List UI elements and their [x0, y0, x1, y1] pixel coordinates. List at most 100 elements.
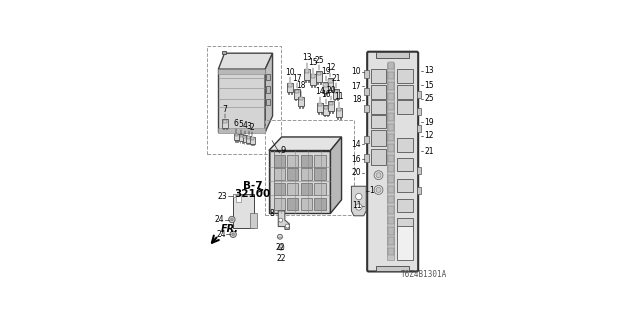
- Bar: [388, 72, 394, 79]
- Bar: [274, 183, 285, 195]
- Text: 14: 14: [351, 140, 361, 149]
- Circle shape: [374, 171, 383, 180]
- Bar: [364, 88, 369, 95]
- Bar: [397, 85, 413, 99]
- Circle shape: [279, 218, 283, 222]
- Text: 7: 7: [223, 105, 227, 114]
- Bar: [388, 217, 394, 224]
- Bar: [298, 99, 299, 100]
- Bar: [326, 93, 328, 95]
- Bar: [240, 141, 241, 143]
- Bar: [388, 155, 394, 162]
- Text: T6Z4B1301A: T6Z4B1301A: [401, 270, 447, 279]
- Bar: [388, 175, 394, 183]
- Bar: [397, 198, 413, 212]
- Circle shape: [356, 193, 362, 200]
- Bar: [235, 134, 238, 136]
- Bar: [388, 134, 394, 141]
- Bar: [388, 227, 394, 235]
- Bar: [376, 266, 410, 271]
- Bar: [295, 90, 299, 93]
- Text: FR.: FR.: [221, 224, 239, 234]
- Text: 17: 17: [292, 74, 302, 83]
- Bar: [388, 248, 394, 255]
- Text: 25: 25: [424, 94, 434, 103]
- Bar: [397, 138, 413, 152]
- Bar: [417, 167, 420, 174]
- Text: 22: 22: [275, 243, 285, 252]
- Bar: [397, 69, 413, 83]
- Bar: [417, 187, 420, 194]
- Text: 19: 19: [424, 118, 434, 127]
- Bar: [242, 141, 243, 143]
- Text: 24: 24: [215, 215, 225, 224]
- Circle shape: [278, 234, 282, 239]
- Bar: [388, 61, 394, 69]
- Bar: [388, 206, 394, 214]
- Bar: [364, 70, 369, 78]
- Circle shape: [374, 186, 383, 194]
- Bar: [299, 106, 300, 108]
- Text: 15: 15: [424, 81, 434, 90]
- Text: B-7: B-7: [243, 181, 262, 191]
- Bar: [301, 168, 312, 180]
- Bar: [266, 86, 270, 92]
- Bar: [311, 84, 312, 87]
- Bar: [239, 134, 243, 141]
- Text: 19: 19: [321, 67, 330, 76]
- Bar: [314, 183, 326, 195]
- Bar: [318, 103, 322, 107]
- Bar: [320, 82, 321, 84]
- Bar: [246, 136, 251, 143]
- Bar: [317, 72, 321, 76]
- Bar: [222, 119, 228, 128]
- Bar: [397, 100, 413, 114]
- Bar: [287, 198, 298, 210]
- Bar: [337, 99, 338, 100]
- Bar: [314, 198, 326, 210]
- Text: 11: 11: [352, 202, 361, 211]
- Bar: [334, 99, 335, 100]
- Bar: [314, 84, 315, 87]
- Bar: [323, 83, 328, 87]
- Bar: [314, 168, 326, 180]
- Bar: [364, 105, 369, 112]
- Bar: [310, 74, 316, 84]
- Bar: [311, 74, 316, 78]
- Bar: [388, 113, 394, 121]
- Bar: [251, 137, 254, 140]
- Bar: [253, 144, 254, 145]
- Bar: [397, 226, 413, 260]
- Polygon shape: [221, 51, 226, 54]
- Bar: [332, 111, 333, 113]
- Polygon shape: [351, 186, 366, 216]
- Bar: [417, 91, 420, 98]
- Bar: [235, 140, 236, 142]
- Bar: [388, 165, 394, 172]
- Text: 17: 17: [351, 82, 361, 91]
- Circle shape: [376, 173, 381, 178]
- Text: 13: 13: [302, 53, 312, 62]
- Bar: [371, 149, 386, 165]
- Bar: [288, 84, 292, 87]
- Bar: [417, 125, 420, 132]
- Text: 3: 3: [246, 122, 251, 131]
- Bar: [305, 80, 306, 82]
- Bar: [387, 63, 394, 260]
- Bar: [251, 144, 252, 145]
- Text: 5: 5: [239, 120, 244, 129]
- Text: 12: 12: [326, 63, 335, 72]
- Bar: [364, 154, 369, 162]
- Bar: [388, 186, 394, 193]
- Bar: [371, 130, 386, 146]
- Text: 24: 24: [216, 230, 226, 239]
- Bar: [274, 155, 285, 166]
- Polygon shape: [233, 194, 254, 228]
- Bar: [240, 135, 243, 137]
- Bar: [324, 115, 325, 116]
- Bar: [417, 108, 420, 115]
- Bar: [265, 120, 354, 215]
- Circle shape: [285, 224, 289, 228]
- Bar: [317, 82, 318, 84]
- Bar: [287, 83, 292, 92]
